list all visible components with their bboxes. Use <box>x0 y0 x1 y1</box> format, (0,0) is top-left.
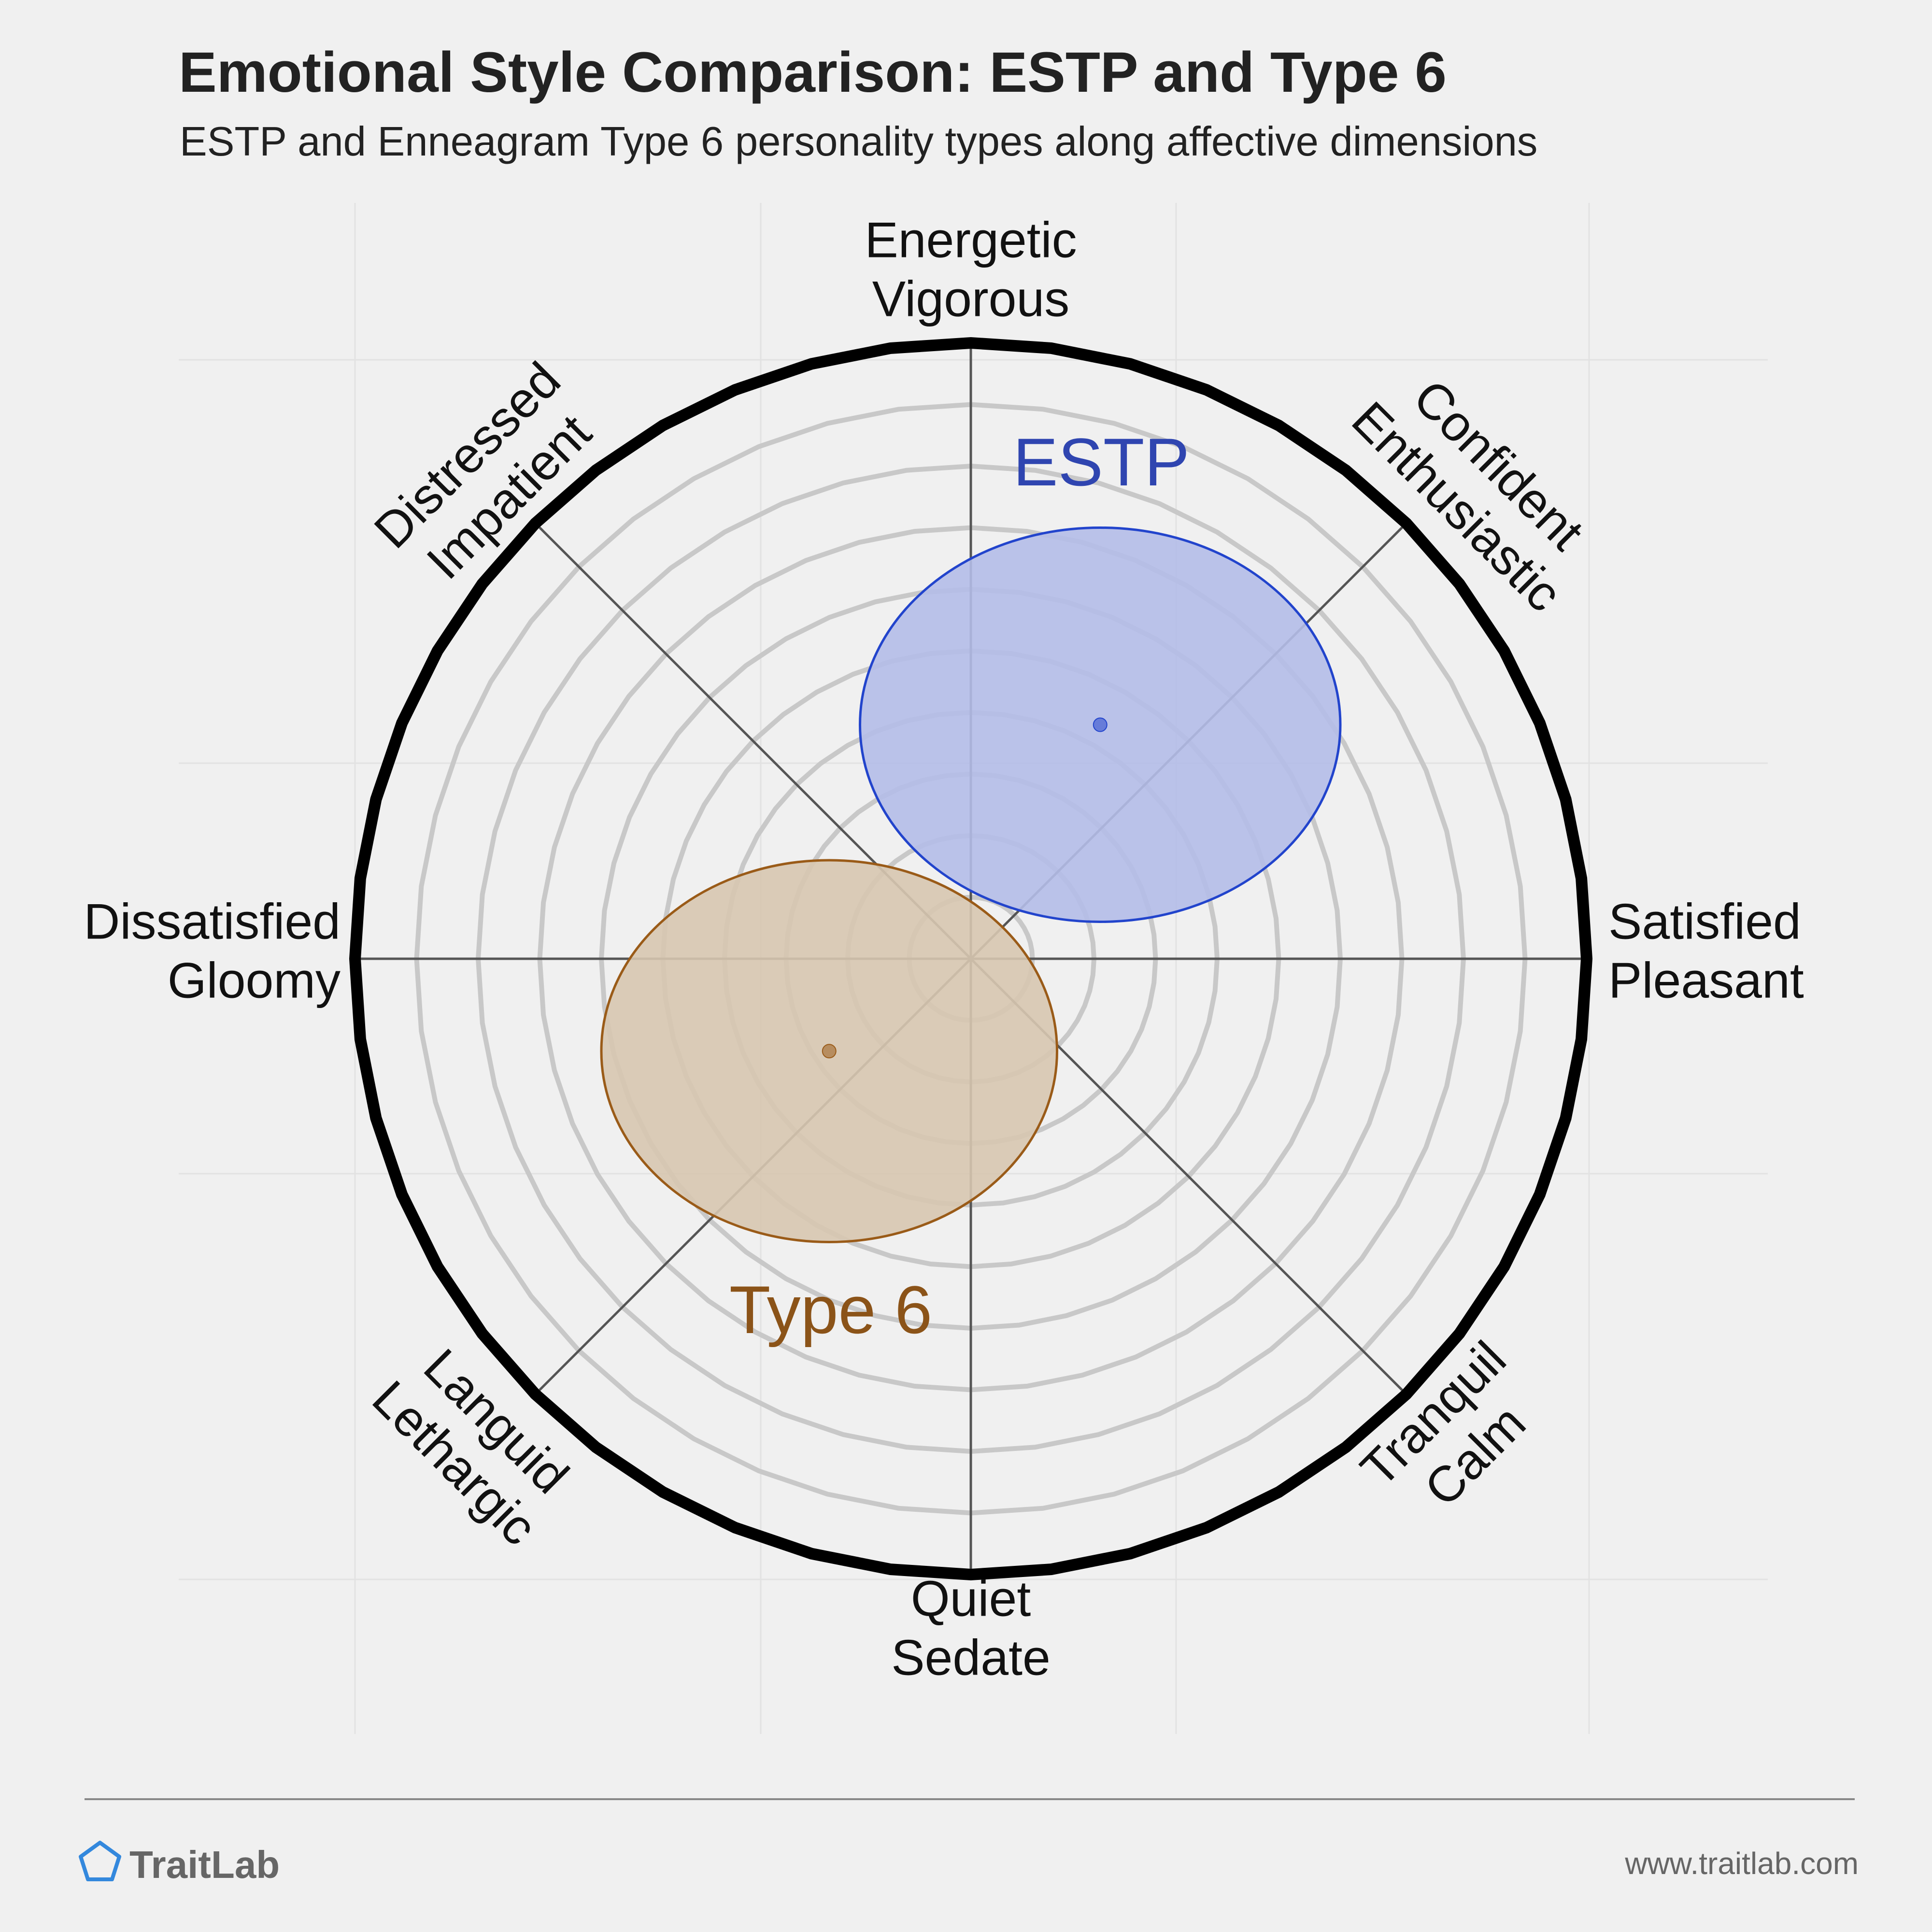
axis-label-right-1: Satisfied <box>1608 894 1801 950</box>
estp-center-point <box>1093 717 1108 732</box>
series-ellipses <box>600 526 1342 1243</box>
brand-name: TraitLab <box>129 1843 280 1886</box>
axis-label-bottom-2: Sedate <box>891 1630 1051 1686</box>
axis-label-top-1: Energetic <box>865 212 1077 268</box>
outer-rim <box>349 337 1593 1581</box>
outer-ring <box>349 337 1593 1581</box>
axis-label-left-2: Gloomy <box>168 952 341 1009</box>
axis-label-left-1: Dissatisfied <box>84 894 341 950</box>
series-labels: ESTP Type 6 <box>729 424 1190 1348</box>
axis-label-right-2: Pleasant <box>1608 952 1804 1009</box>
pentagon-logo-icon <box>79 1841 121 1881</box>
axis-label-top-2: Vigorous <box>872 271 1070 327</box>
type-6-label: Type 6 <box>729 1272 932 1348</box>
chart-subtitle: ESTP and Enneagram Type 6 personality ty… <box>180 119 1537 165</box>
type-6-center-point <box>822 1044 837 1059</box>
chart-title: Emotional Style Comparison: ESTP and Typ… <box>179 41 1447 104</box>
footer-url: www.traitlab.com <box>1624 1846 1859 1881</box>
axis-label-bottom-1: Quiet <box>911 1571 1031 1627</box>
estp-label: ESTP <box>1013 424 1190 500</box>
